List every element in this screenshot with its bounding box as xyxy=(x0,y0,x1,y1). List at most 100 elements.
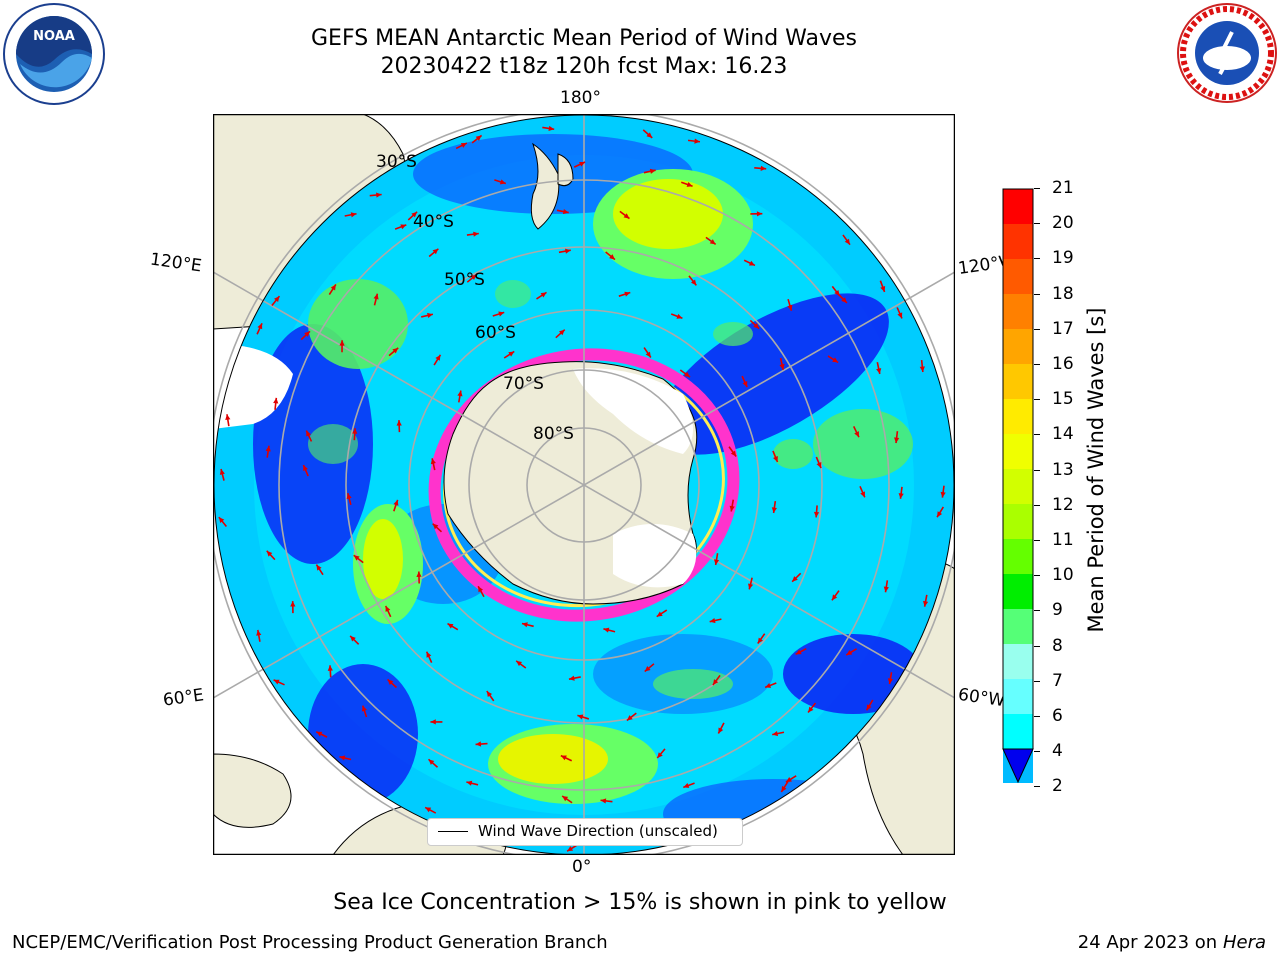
colorbar-tick-mark xyxy=(1034,575,1040,577)
wave-direction-arrowhead xyxy=(486,691,493,697)
wave-direction-arrowhead xyxy=(562,209,569,215)
wave-direction-arrowhead xyxy=(470,274,477,280)
colorbar-tick: 20 xyxy=(1052,213,1074,234)
lat-label-70s: 70°S xyxy=(503,374,544,394)
colorbar-tick-mark xyxy=(1034,716,1040,717)
map-panel xyxy=(212,113,956,856)
wave-direction-arrowhead xyxy=(427,312,433,319)
wave-direction-arrowhead xyxy=(923,600,929,607)
wave-direction-arrowhead xyxy=(834,289,840,296)
wave-direction-arrowhead xyxy=(795,649,802,655)
colorbar-tick: 10 xyxy=(1052,565,1074,586)
wave-direction-arrowhead xyxy=(880,285,886,292)
wave-direction-arrowhead xyxy=(645,351,651,358)
wave-direction-arrowhead xyxy=(498,311,505,317)
colorbar-tick-mark xyxy=(1034,188,1040,189)
wave-direction-arrowhead xyxy=(304,331,310,337)
wave-direction-arrowhead xyxy=(327,665,333,671)
colorbar-tick-mark xyxy=(1034,786,1040,788)
wave-direction-arrowhead xyxy=(898,493,904,499)
colorbar xyxy=(1002,188,1034,783)
wave-direction-arrowhead xyxy=(676,313,683,319)
lon-label-60e: 60°E xyxy=(161,685,206,711)
colorbar-tick: 2 xyxy=(1052,776,1063,797)
wave-direction-arrowhead xyxy=(339,755,346,761)
colorbar-band xyxy=(1003,679,1033,714)
wave-direction-arrowhead xyxy=(447,623,454,629)
lon-label-180: 180° xyxy=(560,88,601,108)
wave-direction-arrowhead xyxy=(256,629,262,636)
colorbar-band xyxy=(1003,434,1033,469)
lat-label-40s: 40°S xyxy=(413,212,454,232)
wave-direction-arrowhead xyxy=(887,678,894,685)
wave-direction-arrowhead xyxy=(844,238,850,245)
wave-direction-arrowhead xyxy=(757,637,764,644)
colorbar-tick-mark xyxy=(1034,434,1040,436)
wave-direction-arrowhead xyxy=(712,679,719,686)
colorbar-tick-mark xyxy=(1034,223,1040,225)
colorbar-tick-mark xyxy=(1034,645,1040,647)
footer-credit: NCEP/EMC/Verification Post Processing Pr… xyxy=(12,932,608,953)
wave-direction-arrowhead xyxy=(350,635,356,642)
lat-label-30s: 30°S xyxy=(376,152,417,172)
wave-direction-arrowhead xyxy=(600,798,607,804)
wave-direction-arrowhead xyxy=(303,465,308,472)
colorbar-tick-mark xyxy=(1034,258,1040,260)
colorbar-tick-mark xyxy=(1034,364,1040,365)
wave-direction-arrowhead xyxy=(460,143,467,148)
wind-wave-arrows xyxy=(218,125,946,852)
wave-direction-arrowhead xyxy=(765,682,772,688)
chart-title-line2: 20230422 t18z 120h fcst Max: 16.23 xyxy=(380,54,788,79)
wave-direction-arrowhead xyxy=(897,312,903,319)
wave-direction-arrowhead xyxy=(568,675,575,681)
polar-map xyxy=(212,113,956,856)
colorbar-band xyxy=(1003,609,1033,644)
wave-direction-arrowhead xyxy=(771,507,777,513)
colorbar-tick: 9 xyxy=(1052,600,1063,621)
wave-direction-arrowhead xyxy=(756,211,763,217)
wave-direction-arrowhead xyxy=(411,211,418,218)
wave-direction-arrowhead xyxy=(396,420,402,426)
wave-direction-arrowhead xyxy=(218,517,225,523)
colorbar-tick-mark xyxy=(1034,504,1040,506)
wave-direction-arrowhead xyxy=(624,291,631,297)
wave-direction-arrowhead xyxy=(274,296,280,302)
legend-label: Wind Wave Direction (unscaled) xyxy=(478,822,718,840)
colorbar-label: Mean Period of Wind Waves [s] xyxy=(1084,307,1108,633)
wave-direction-arrowhead xyxy=(644,666,651,672)
wave-direction-arrowhead xyxy=(683,783,690,788)
wave-direction-arrowhead xyxy=(219,469,225,475)
wave-direction-arrowhead xyxy=(266,550,273,557)
wave-direction-arrowhead xyxy=(339,340,345,346)
colorbar-tick-mark xyxy=(1034,328,1040,330)
wave-direction-arrowhead xyxy=(919,366,925,372)
wave-direction-arrowhead xyxy=(748,583,754,590)
wave-direction-arrowhead xyxy=(729,505,735,512)
wave-direction-arrowhead xyxy=(787,304,793,311)
colorbar-band xyxy=(1003,364,1033,399)
colorbar-band xyxy=(1003,294,1033,329)
legend-line-sample xyxy=(438,831,468,832)
graticule xyxy=(212,114,956,855)
colorbar-tick: 19 xyxy=(1052,248,1074,269)
wave-direction-arrowhead xyxy=(435,354,441,361)
wave-direction-arrowhead xyxy=(773,456,778,463)
wave-direction-arrowhead xyxy=(350,212,357,218)
wave-direction-arrowhead xyxy=(306,430,312,437)
colorbar-tick-mark xyxy=(1034,293,1040,295)
colorbar-tick-mark xyxy=(1034,399,1040,401)
wave-direction-arrowhead xyxy=(376,192,382,198)
wave-direction-arrowhead xyxy=(813,511,820,518)
wave-direction-arrowhead xyxy=(392,347,399,354)
wave-direction-arrowhead xyxy=(808,706,814,713)
wave-direction-arrowhead xyxy=(694,138,700,144)
wave-direction-arrowhead xyxy=(603,627,610,633)
svg-text:NOAA: NOAA xyxy=(33,29,75,44)
wave-direction-arrowhead xyxy=(609,254,615,260)
wave-direction-arrowhead xyxy=(623,213,630,219)
wave-direction-arrowhead xyxy=(425,807,432,813)
wave-direction-arrowhead xyxy=(385,605,391,612)
wave-direction-arrowhead xyxy=(779,363,785,370)
wave-direction-arrowhead xyxy=(781,785,787,792)
lon-label-0: 0° xyxy=(572,857,592,877)
